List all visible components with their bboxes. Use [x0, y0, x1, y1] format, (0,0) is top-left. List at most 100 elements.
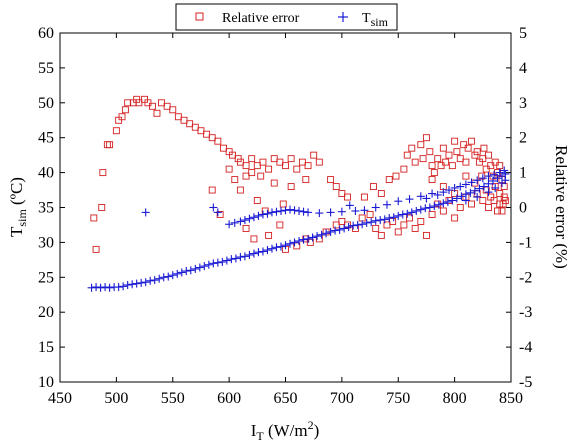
left-y-tick-label: 20	[38, 304, 54, 321]
tsim-point	[231, 254, 240, 263]
relative-error-point	[419, 155, 427, 163]
relative-error-point	[180, 116, 188, 124]
x-axis-ticks: 450 500 550 600 650 700 750 800 850	[48, 33, 523, 407]
tsim-point	[473, 193, 482, 202]
x-axis-label: IT (W/m2)	[251, 418, 320, 443]
tsim-point	[141, 208, 150, 217]
tsim-point	[484, 172, 493, 181]
right-y-tick-label: -2	[519, 269, 532, 286]
tsim-point	[501, 176, 510, 185]
right-y-tick-label: 0	[519, 200, 527, 217]
relative-error-point	[428, 176, 436, 184]
tsim-point	[491, 183, 500, 192]
tsim-point	[407, 208, 416, 217]
tsim-point	[213, 208, 222, 217]
relative-error-point	[259, 158, 267, 166]
tsim-point	[495, 168, 504, 177]
relative-error-point	[439, 144, 447, 152]
relative-error-point	[338, 190, 346, 197]
tsim-point	[173, 269, 182, 278]
tsim-point	[434, 200, 443, 209]
tsim-point	[456, 182, 465, 191]
tsim-point	[430, 202, 439, 211]
relative-error-point	[310, 151, 318, 159]
relative-error-point	[253, 162, 261, 170]
relative-error-point	[253, 197, 261, 204]
relative-error-point	[332, 183, 340, 191]
relative-error-point	[453, 148, 461, 156]
relative-error-point	[456, 204, 464, 211]
relative-error-point	[231, 176, 239, 184]
tsim-point	[240, 252, 249, 261]
relative-error-point	[417, 141, 425, 149]
tsim-point	[488, 176, 497, 185]
relative-error-point	[208, 186, 216, 194]
tsim-point	[385, 213, 394, 222]
tsim-point	[360, 206, 369, 215]
tsim-point	[493, 174, 502, 183]
tsim-point	[444, 186, 453, 195]
relative-error-point	[315, 158, 323, 166]
legend-relative-error-marker	[195, 12, 204, 21]
tsim-point	[101, 283, 110, 292]
tsim-point	[457, 192, 466, 201]
tsim-point	[443, 197, 452, 206]
tsim-point	[254, 248, 263, 257]
relative-error-point	[225, 165, 233, 173]
x-tick-label: 650	[274, 390, 298, 407]
relative-error-point	[158, 99, 165, 107]
tsim-point	[164, 272, 173, 281]
tsim-point	[186, 266, 195, 275]
relative-error-point	[265, 165, 273, 173]
tsim-point	[267, 208, 276, 217]
tsim-point	[263, 246, 272, 255]
tsim-point	[380, 215, 389, 224]
relative-error-point	[426, 148, 434, 156]
relative-error-point	[242, 172, 250, 180]
tsim-point	[349, 221, 358, 230]
relative-error-point	[276, 221, 284, 229]
x-tick-label: 450	[48, 390, 72, 407]
relative-error-point	[338, 218, 346, 225]
tsim-point	[191, 264, 200, 273]
relative-error-point	[220, 144, 227, 152]
relative-error-point	[428, 211, 436, 218]
relative-error-point	[270, 155, 278, 163]
relative-error-point	[214, 137, 222, 145]
legend-tsim-marker	[338, 12, 348, 22]
relative-error-point	[411, 158, 419, 166]
tsim-point	[200, 262, 209, 271]
tsim-point	[245, 250, 254, 259]
tsim-point	[222, 256, 231, 265]
right-y-axis-ticks: -5 -4 -3 -2 -1 0 1 2 3 4 5	[506, 25, 532, 391]
tsim-point	[421, 204, 430, 213]
legend-relative-error-label: Relative error	[222, 11, 300, 26]
right-y-tick-label: -4	[519, 339, 532, 356]
tsim-point	[335, 225, 344, 234]
relative-error-point	[434, 155, 442, 163]
legend-tsim-label: Tsim	[362, 11, 389, 29]
relative-error-point	[186, 120, 194, 128]
relative-error-point	[400, 165, 408, 173]
legend: Relative error Tsim	[175, 3, 398, 31]
relative-error-point	[500, 193, 508, 201]
tsim-point	[230, 218, 239, 227]
left-y-axis-label: Tsim (ºC)	[7, 177, 29, 237]
right-y-tick-label: 5	[519, 25, 527, 42]
tsim-point	[182, 267, 191, 276]
tsim-point	[299, 207, 308, 216]
tsim-point	[461, 196, 470, 205]
tsim-point	[403, 209, 412, 218]
tsim-point	[177, 268, 186, 277]
tsim-point	[295, 237, 304, 246]
tsim-point	[227, 255, 236, 264]
relative-error-point	[408, 144, 416, 152]
relative-error-point	[392, 172, 400, 180]
relative-error-point	[133, 95, 141, 103]
x-tick-label: 850	[499, 390, 523, 407]
tsim-point	[467, 178, 476, 187]
tsim-point	[490, 170, 499, 179]
tsim-point	[376, 216, 385, 225]
relative-error-point	[485, 204, 492, 211]
tsim-point	[286, 239, 295, 248]
